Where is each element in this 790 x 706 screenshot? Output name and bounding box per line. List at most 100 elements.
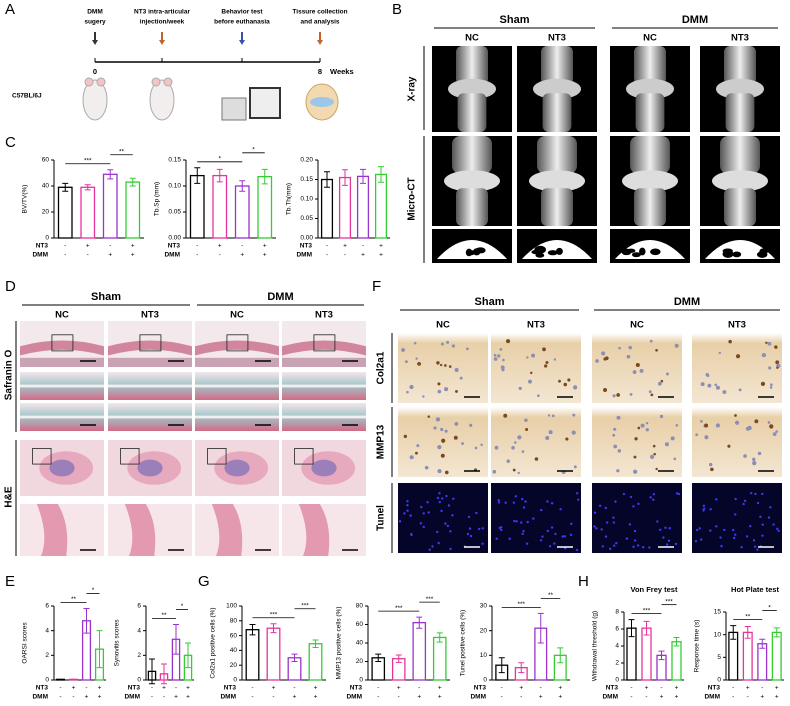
column-header: NC — [436, 320, 450, 331]
cell — [761, 352, 767, 358]
error-bar — [557, 647, 564, 664]
mouse-icon — [149, 79, 175, 121]
panel-letter: A — [5, 1, 15, 18]
group-sign: - — [520, 694, 522, 701]
event-label: NT3 intra-articular — [134, 9, 190, 16]
nucleus — [675, 492, 679, 495]
nucleus — [422, 525, 425, 529]
bone-render — [444, 170, 500, 192]
nucleus — [559, 507, 562, 511]
nucleus — [759, 515, 762, 519]
group-sign: - — [732, 685, 734, 692]
cell — [659, 414, 664, 419]
error-bar — [261, 168, 268, 185]
nucleus — [776, 527, 779, 531]
cell — [674, 343, 679, 348]
nucleus — [702, 504, 706, 507]
y-tick-label: 20 — [230, 662, 238, 669]
event-label: and analysis — [300, 19, 339, 26]
tissue — [195, 415, 279, 419]
group-sign: + — [558, 685, 562, 692]
nucleus — [767, 516, 771, 519]
significance-label: *** — [84, 157, 92, 164]
nucleus — [514, 495, 517, 498]
cell — [439, 363, 443, 367]
cell — [525, 427, 529, 431]
y-tick-label: 6 — [615, 626, 619, 633]
roi-box — [32, 447, 52, 465]
error-bar — [161, 663, 167, 685]
cell — [710, 467, 714, 472]
cell — [754, 419, 759, 424]
column-header: NT3 — [728, 320, 746, 331]
group-sign: + — [343, 243, 347, 250]
cell — [492, 469, 497, 474]
cell — [502, 358, 505, 362]
nucleus — [734, 533, 737, 536]
group-sign: + — [314, 685, 318, 692]
group-sign: + — [314, 694, 318, 701]
error-bar — [498, 657, 505, 674]
group-sign: - — [344, 252, 346, 259]
nucleus — [743, 499, 747, 503]
y-axis-label: Tunel positive cells (%) — [460, 610, 467, 677]
bar — [257, 175, 273, 239]
group-header: Sham — [91, 291, 121, 303]
nucleus — [539, 539, 543, 542]
bone-render — [456, 188, 488, 226]
nucleus — [715, 498, 718, 501]
group-row-label: DMM — [220, 694, 236, 701]
y-tick-label: 4 — [45, 627, 49, 634]
bone-shadow — [626, 78, 674, 100]
bar — [671, 641, 682, 681]
group-sign: + — [108, 252, 112, 259]
significance-label: *** — [665, 598, 673, 605]
tissue — [195, 384, 279, 388]
nucleus — [622, 492, 626, 496]
cell — [704, 423, 709, 428]
device-icon — [221, 97, 247, 121]
y-axis-label: Synovitis scores — [114, 619, 121, 667]
error-bar — [537, 612, 544, 644]
nucleus — [749, 524, 752, 528]
significance-label: ** — [119, 148, 125, 155]
bone-pore — [476, 247, 486, 254]
group-sign: + — [539, 694, 543, 701]
cell — [648, 390, 652, 394]
cell — [530, 371, 533, 375]
cell — [665, 372, 669, 376]
nucleus — [546, 500, 549, 503]
row-label: X-ray — [407, 76, 418, 101]
bar — [356, 175, 370, 239]
cell — [542, 347, 546, 352]
y-tick-label: 60 — [42, 157, 50, 164]
bone-render — [452, 136, 492, 174]
y-tick-label: 0.00 — [168, 235, 181, 242]
nucleus — [593, 511, 597, 514]
micrograph — [692, 333, 782, 403]
y-tick-label: 0 — [359, 677, 363, 684]
mouse-ear — [84, 77, 94, 87]
nucleus — [761, 523, 764, 526]
group-sign: - — [251, 694, 253, 701]
bone-render — [634, 188, 666, 226]
nucleus — [428, 548, 432, 551]
nucleus — [440, 509, 443, 513]
micrograph — [491, 333, 581, 403]
cell — [715, 423, 720, 428]
y-tick-label: 20 — [356, 658, 364, 665]
nucleus — [753, 545, 757, 548]
cell — [616, 469, 620, 473]
nucleus — [756, 501, 760, 505]
nucleus — [604, 535, 608, 538]
cell — [727, 444, 731, 448]
nucleus — [409, 514, 412, 517]
cell — [517, 435, 522, 440]
nucleus — [546, 529, 549, 533]
nucleus — [444, 522, 447, 525]
tissue — [20, 340, 104, 356]
cell — [454, 422, 459, 426]
nucleus — [601, 545, 604, 548]
group-sign: - — [175, 685, 177, 692]
nucleus — [550, 502, 554, 505]
